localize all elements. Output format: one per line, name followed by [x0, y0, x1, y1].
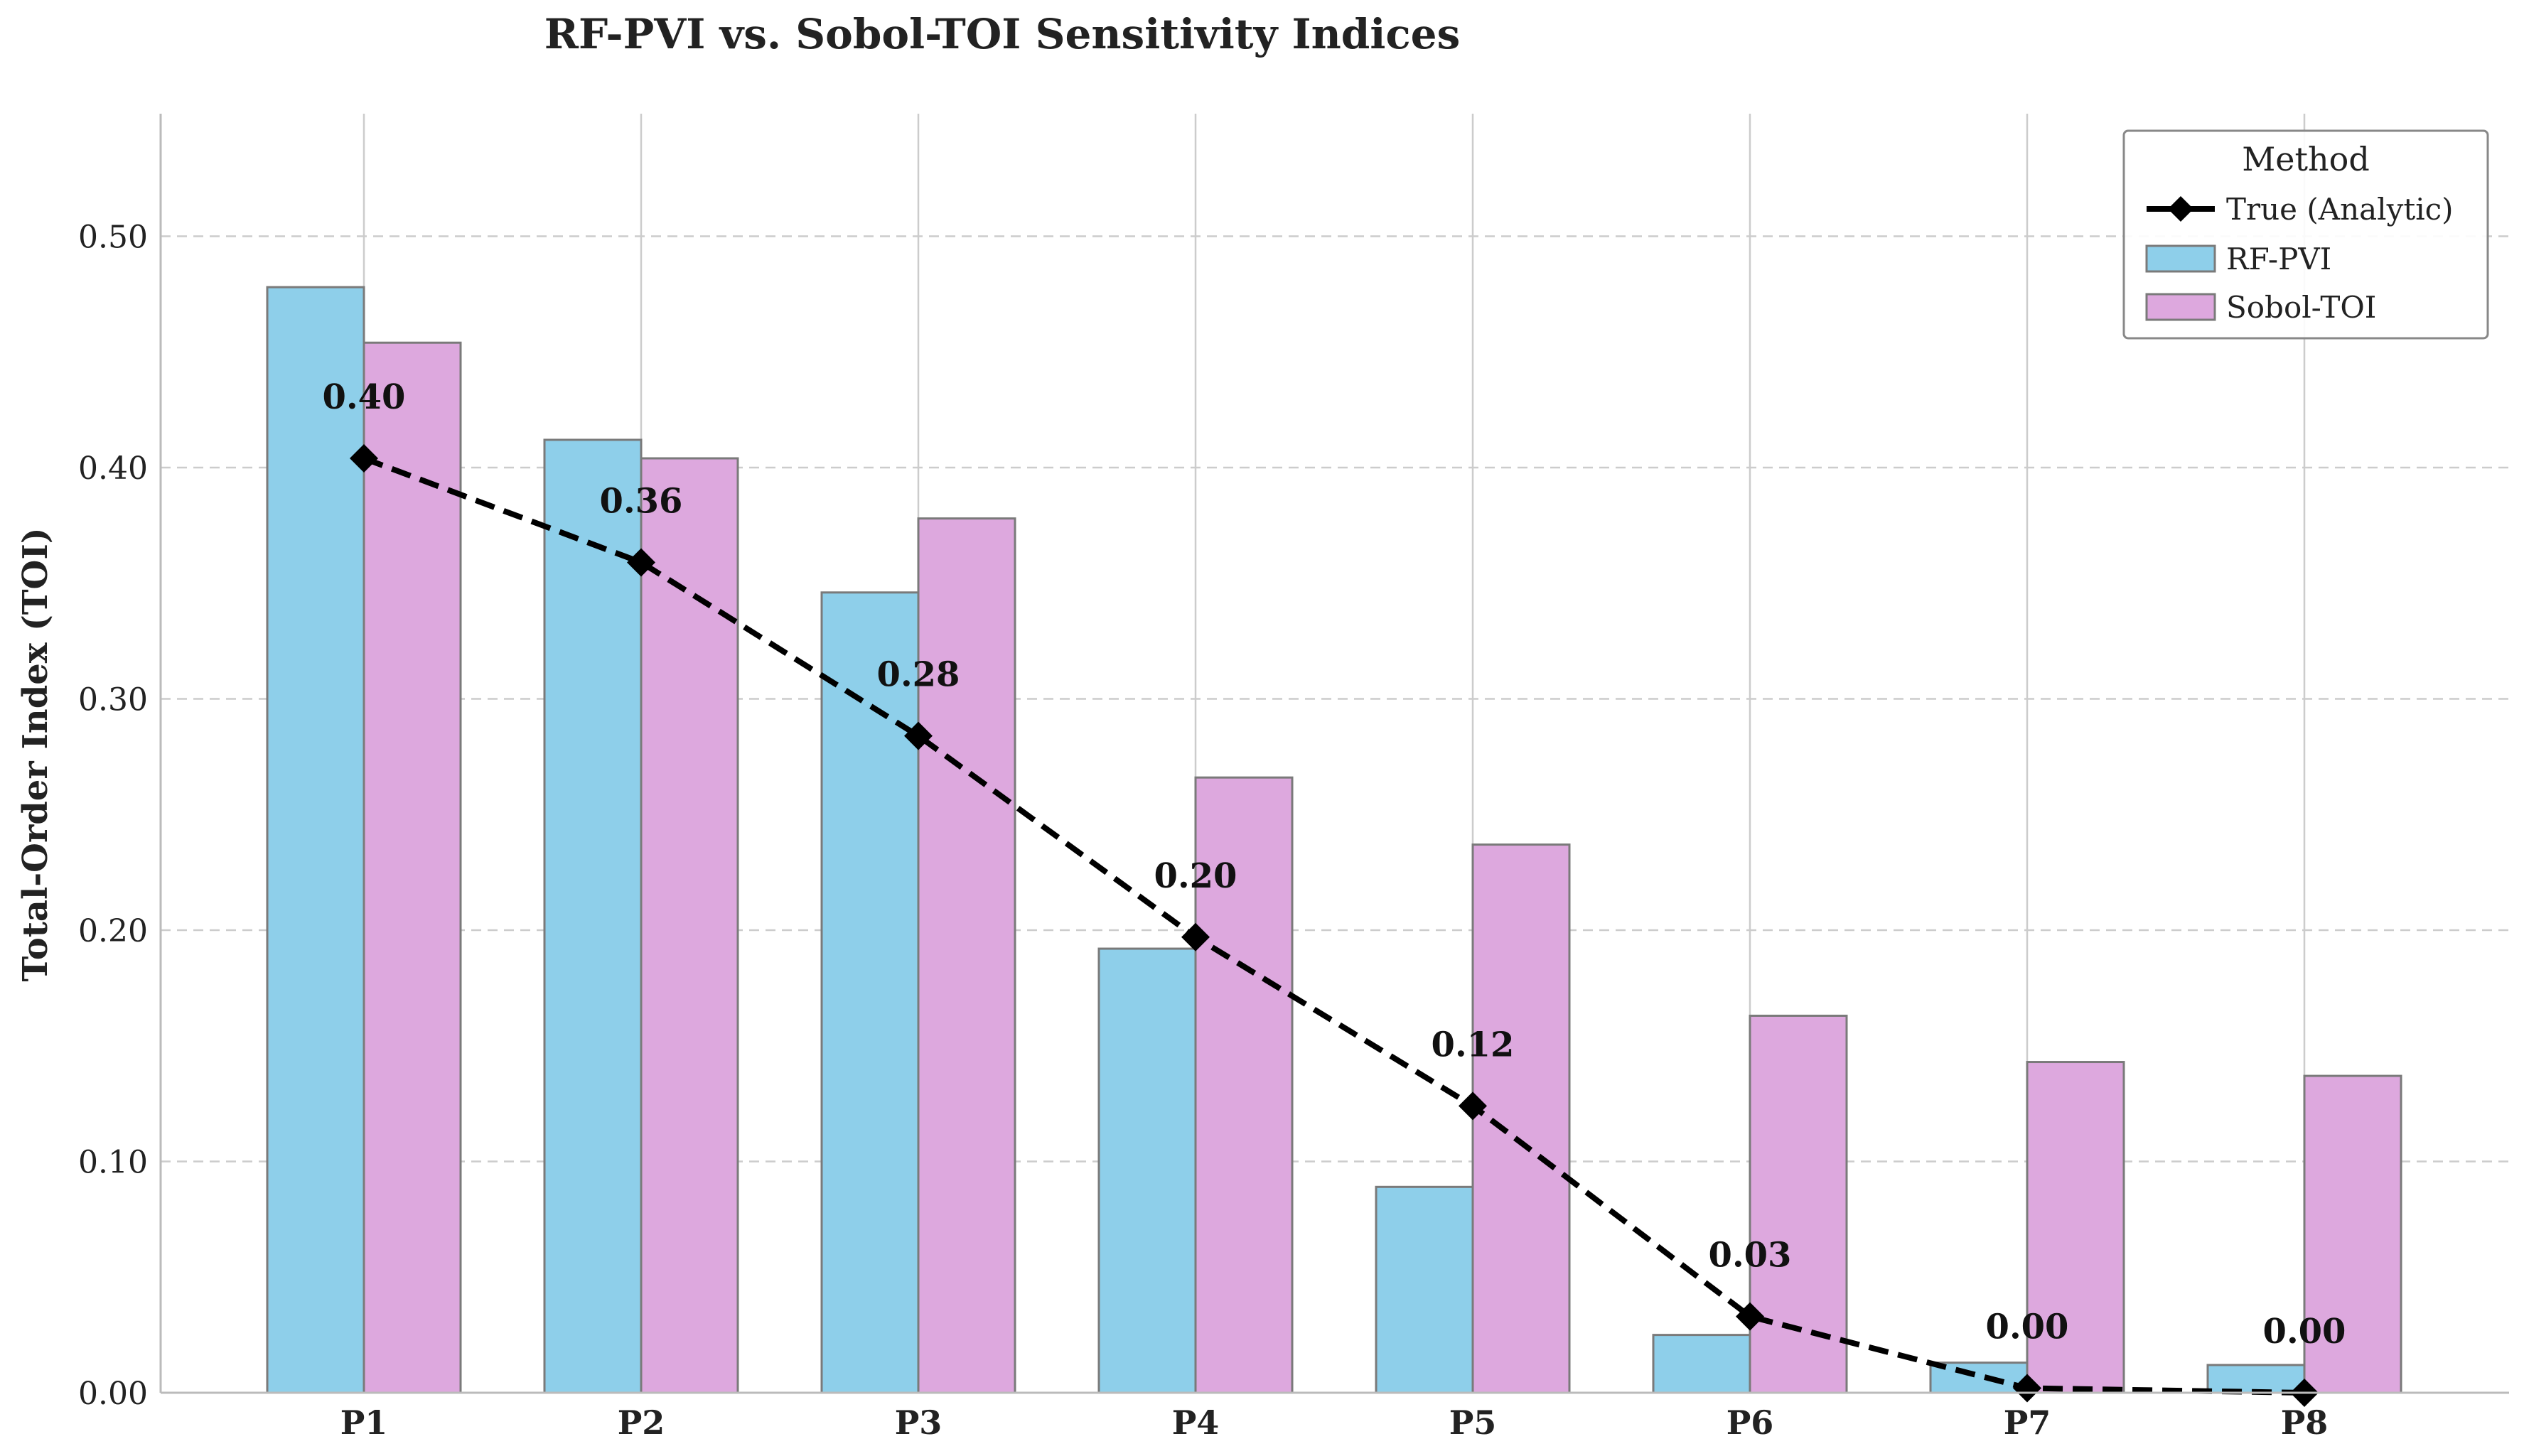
data-label: 0.28	[877, 655, 960, 695]
y-tick-label: 0.40	[78, 451, 148, 487]
bar-rf-pvi	[1375, 1185, 1474, 1394]
x-tick-label: P2	[618, 1403, 665, 1442]
bar-sobol-toi	[1194, 776, 1294, 1394]
y-tick-label: 0.10	[78, 1145, 148, 1181]
y-tick-label: 0.00	[78, 1376, 148, 1412]
data-label: 0.03	[1709, 1236, 1792, 1276]
true-analytic-marker	[350, 443, 378, 473]
bar-sobol-toi	[363, 341, 462, 1394]
true-analytic-marker	[2013, 1374, 2041, 1403]
y-tick-label: 0.20	[78, 913, 148, 949]
bar-rf-pvi	[1097, 947, 1197, 1394]
bar-sobol-toi	[1471, 843, 1571, 1394]
axes: 0.00 0.10 0.20 0.30 0.40 0.50 P1 P2 P3 P4 P5 P6 P7 P8	[78, 114, 2509, 1442]
legend-label: Sobol-TOI	[2226, 290, 2376, 325]
legend-swatch	[2145, 293, 2216, 321]
bar-rf-pvi	[266, 286, 365, 1394]
chart-title: RF-PVI vs. Sobol-TOI Sensitivity Indices	[544, 10, 1461, 58]
x-tick-label: P5	[1449, 1403, 1497, 1442]
bar-sobol-toi	[2303, 1074, 2402, 1394]
x-tick-label: P6	[1726, 1403, 1774, 1442]
bar-rf-pvi	[820, 591, 920, 1394]
bar-rf-pvi	[1652, 1334, 1751, 1394]
legend-swatch	[2145, 244, 2216, 273]
bars	[266, 286, 2402, 1394]
legend: Method True (Analytic) RF-PVI Sobol-TOI	[2122, 129, 2489, 340]
data-label: 0.00	[2263, 1312, 2346, 1352]
true-analytic-marker	[1459, 1091, 1487, 1121]
y-tick-label: 0.30	[78, 682, 148, 718]
x-tick-label: P8	[2281, 1403, 2329, 1442]
legend-frame	[2122, 129, 2489, 340]
legend-label: RF-PVI	[2226, 242, 2331, 276]
legend-diamond-icon	[2168, 196, 2193, 222]
true-analytic-marker	[904, 721, 933, 750]
x-tick-label: P3	[895, 1403, 943, 1442]
y-axis-label: Total-Order Index (TOI)	[16, 527, 55, 981]
data-label: 0.00	[1986, 1307, 2069, 1347]
data-label: 0.36	[600, 481, 683, 521]
true-analytic-marker	[1181, 922, 1210, 951]
x-tick-label: P1	[340, 1403, 388, 1442]
bar-rf-pvi	[1929, 1361, 2029, 1394]
data-label: 0.40	[323, 377, 406, 417]
bar-rf-pvi	[543, 438, 643, 1394]
data-labels: 0.40 0.36 0.28 0.20 0.12 0.03 0.00 0.00	[323, 377, 2346, 1352]
data-label: 0.20	[1154, 856, 1237, 896]
legend-label: True (Analytic)	[2226, 192, 2454, 227]
bar-sobol-toi	[1749, 1014, 1848, 1394]
y-tick-label: 0.50	[78, 220, 148, 256]
legend-title: Method	[2242, 140, 2370, 178]
bar-sobol-toi	[640, 457, 739, 1394]
true-analytic-marker	[1736, 1302, 1764, 1331]
x-tick-label: P7	[2004, 1403, 2051, 1442]
true-analytic-marker	[627, 548, 655, 577]
data-label: 0.12	[1432, 1025, 1515, 1064]
bar-sobol-toi	[2026, 1061, 2125, 1394]
bar-sobol-toi	[917, 517, 1016, 1394]
x-tick-label: P4	[1172, 1403, 1220, 1442]
